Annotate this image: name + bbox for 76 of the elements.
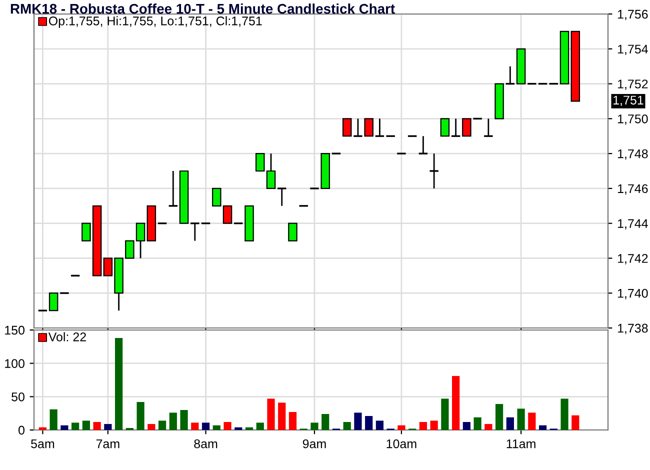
y-tick-label: 1,748 xyxy=(618,149,648,160)
bar xyxy=(104,424,112,430)
bar xyxy=(60,425,68,430)
candlestick xyxy=(418,135,428,154)
y-tick-label: 1,742 xyxy=(618,254,648,264)
candlestick xyxy=(288,222,298,242)
bar xyxy=(202,422,210,430)
bar xyxy=(495,404,504,430)
bar xyxy=(572,415,580,430)
chart-title: RMK18 - Robusta Coffee 10-T - 5 Minute Candlestick Chart xyxy=(10,4,395,14)
y-tick-label: 1,738 xyxy=(618,324,648,334)
bar xyxy=(82,420,90,430)
bar xyxy=(343,422,351,430)
bar xyxy=(441,398,449,430)
bar xyxy=(419,422,427,430)
bar xyxy=(38,427,46,430)
bar xyxy=(169,412,177,430)
y-tick-label: 150 xyxy=(5,326,24,335)
bar xyxy=(234,427,242,430)
bar xyxy=(376,420,384,430)
candlestick xyxy=(483,118,494,137)
bar xyxy=(180,410,188,430)
bar xyxy=(158,420,166,430)
bar xyxy=(267,398,275,430)
x-tick-label: 10am xyxy=(386,439,416,448)
candlestick xyxy=(440,118,450,137)
bar xyxy=(398,425,406,430)
bar xyxy=(224,422,232,430)
bar xyxy=(93,422,101,430)
candlestick xyxy=(342,118,352,137)
y-tick-label: 0 xyxy=(18,426,24,435)
bar xyxy=(288,412,297,430)
bar xyxy=(191,422,199,430)
bar xyxy=(506,417,514,430)
bar xyxy=(278,402,286,430)
bar xyxy=(310,422,318,430)
bar xyxy=(462,422,470,430)
bar xyxy=(538,425,547,430)
bar xyxy=(365,416,373,430)
x-tick-label: 11am xyxy=(506,439,536,448)
bar xyxy=(136,402,144,430)
bar xyxy=(148,424,156,430)
bar xyxy=(322,414,330,430)
x-tick-label: 7am xyxy=(96,439,120,448)
annotation: Vol: 22 xyxy=(48,332,86,342)
text: 1,751 xyxy=(614,96,644,106)
y-tick-label: 1,750 xyxy=(618,114,648,125)
x-tick-label: 9am xyxy=(302,439,326,448)
y-tick-label: 1,740 xyxy=(618,288,648,300)
bar xyxy=(50,409,58,430)
bar xyxy=(430,420,438,430)
y-tick-label: 100 xyxy=(5,359,24,368)
y-tick-label: 1,752 xyxy=(618,80,648,90)
candlestick xyxy=(276,188,288,207)
y-tick-label: 50 xyxy=(12,392,24,402)
y-tick-label: 1,746 xyxy=(618,184,648,195)
y-tick-label: 1,744 xyxy=(618,219,648,230)
y-tick-label: 1,754 xyxy=(618,44,648,56)
bar xyxy=(245,427,254,430)
bar xyxy=(212,425,220,430)
bar xyxy=(256,422,264,430)
bar xyxy=(474,417,482,430)
bar xyxy=(528,412,536,430)
x-tick-label: 5am xyxy=(31,439,54,448)
bar xyxy=(452,376,460,430)
y-tick-label: 1,756 xyxy=(618,10,648,20)
candlestick xyxy=(428,152,440,190)
bar xyxy=(354,412,362,430)
bar xyxy=(560,398,568,430)
candlestick xyxy=(48,292,58,312)
x-tick-label: 8am xyxy=(194,439,218,448)
annotation: Op:1,755, Hi:1,755, Lo:1,751, Cl:1,751 xyxy=(48,16,262,28)
bar xyxy=(72,422,80,430)
bar xyxy=(114,338,123,430)
bar xyxy=(517,408,525,430)
bar xyxy=(484,424,492,430)
